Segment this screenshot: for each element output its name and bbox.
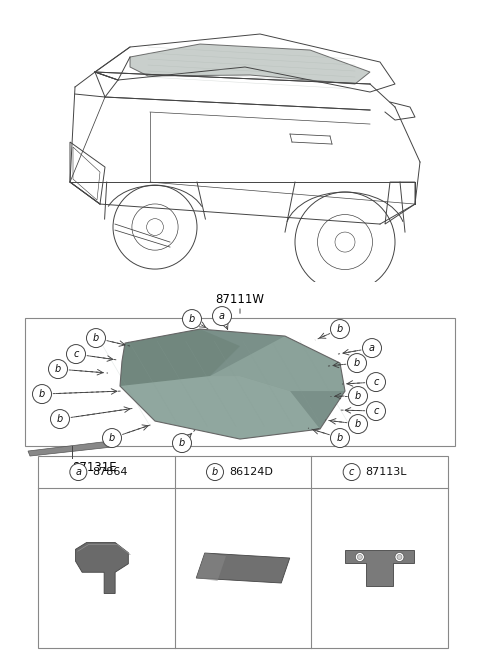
Circle shape <box>86 329 106 348</box>
Text: 87111W: 87111W <box>216 293 264 306</box>
Text: a: a <box>369 343 375 353</box>
Circle shape <box>395 552 404 562</box>
Text: b: b <box>55 364 61 374</box>
Text: b: b <box>337 433 343 443</box>
Polygon shape <box>120 376 320 439</box>
Text: b: b <box>179 438 185 448</box>
Polygon shape <box>346 550 414 586</box>
Text: b: b <box>93 333 99 343</box>
Text: 87113L: 87113L <box>366 467 407 477</box>
Text: a: a <box>75 467 81 477</box>
Text: b: b <box>109 433 115 443</box>
Polygon shape <box>210 336 345 391</box>
Circle shape <box>182 310 202 329</box>
Circle shape <box>348 354 367 373</box>
Circle shape <box>358 554 362 560</box>
Circle shape <box>331 319 349 338</box>
Text: b: b <box>39 389 45 399</box>
Text: c: c <box>373 406 379 416</box>
Text: b: b <box>355 391 361 401</box>
Circle shape <box>367 401 385 420</box>
Circle shape <box>397 554 402 560</box>
Circle shape <box>206 464 224 481</box>
Circle shape <box>348 386 368 405</box>
Text: c: c <box>373 377 379 387</box>
Text: b: b <box>354 358 360 368</box>
Text: b: b <box>189 314 195 324</box>
Text: 87131E: 87131E <box>72 461 117 474</box>
Text: b: b <box>355 419 361 429</box>
Circle shape <box>362 338 382 358</box>
Circle shape <box>348 415 368 434</box>
Text: 87864: 87864 <box>92 467 128 477</box>
Bar <box>38 456 448 648</box>
Polygon shape <box>120 329 240 386</box>
Polygon shape <box>28 441 112 456</box>
Text: b: b <box>57 414 63 424</box>
Text: c: c <box>73 349 79 359</box>
Text: 86124D: 86124D <box>229 467 273 477</box>
Circle shape <box>172 434 192 453</box>
Text: a: a <box>219 311 225 321</box>
Circle shape <box>213 306 231 325</box>
Polygon shape <box>130 44 370 84</box>
Circle shape <box>67 344 85 363</box>
Circle shape <box>48 359 68 379</box>
Text: b: b <box>212 467 218 477</box>
Circle shape <box>33 384 51 403</box>
Circle shape <box>331 428 349 447</box>
Circle shape <box>50 409 70 428</box>
Bar <box>25 318 455 446</box>
Polygon shape <box>75 543 128 594</box>
Circle shape <box>103 428 121 447</box>
Circle shape <box>367 373 385 392</box>
Circle shape <box>355 552 364 562</box>
Circle shape <box>343 464 360 481</box>
Circle shape <box>70 464 87 481</box>
Polygon shape <box>120 329 345 439</box>
Polygon shape <box>196 553 290 583</box>
Text: b: b <box>337 324 343 334</box>
Text: c: c <box>349 467 354 477</box>
Polygon shape <box>196 553 226 581</box>
